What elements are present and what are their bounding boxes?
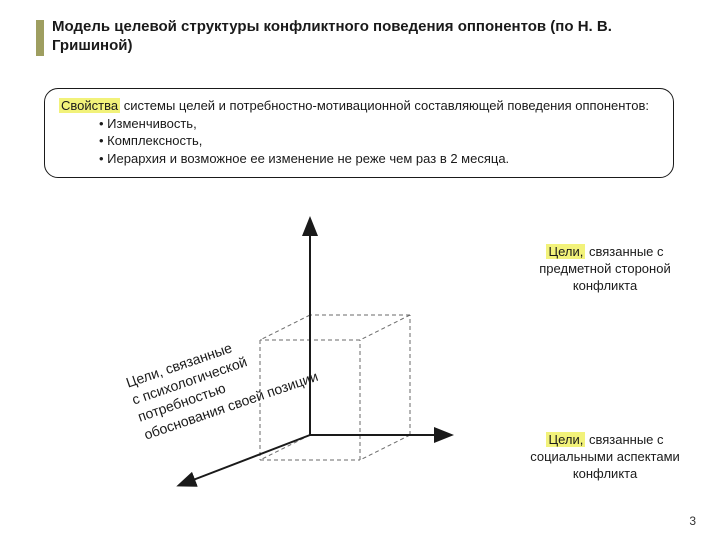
properties-item: Изменчивость,	[99, 115, 659, 133]
properties-item: Комплексность,	[99, 132, 659, 150]
annotation-x-highlight: Цели,	[546, 432, 585, 447]
properties-list: Изменчивость, Комплексность, Иерархия и …	[99, 115, 659, 168]
properties-lead: Свойства системы целей и потребностно-мо…	[59, 97, 659, 115]
annotation-y-highlight: Цели,	[546, 244, 585, 259]
properties-lead-highlight: Свойства	[59, 98, 120, 113]
properties-box: Свойства системы целей и потребностно-мо…	[44, 88, 674, 178]
properties-item: Иерархия и возможное ее изменение не реж…	[99, 150, 659, 168]
title-accent-bar	[36, 20, 44, 56]
annotation-y-axis: Цели, связанные с предметной стороной ко…	[520, 244, 690, 295]
page-title: Модель целевой структуры конфликтного по…	[52, 18, 672, 56]
properties-lead-rest: системы целей и потребностно-мотивационн…	[120, 98, 649, 113]
annotation-x-axis: Цели, связанные с социальными аспектами …	[520, 432, 690, 483]
page-number: 3	[689, 514, 696, 528]
